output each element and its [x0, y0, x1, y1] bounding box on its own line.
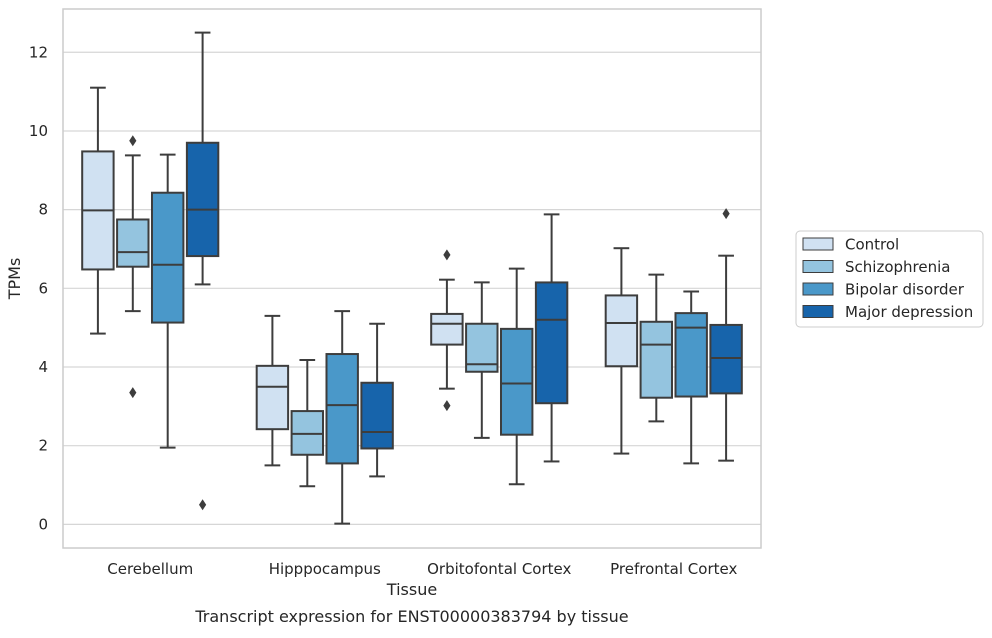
chart-caption: Transcript expression for ENST0000038379… — [194, 607, 628, 626]
interquartile-box — [639, 320, 674, 399]
legend-label: Control — [845, 236, 899, 254]
box-plot-box — [465, 281, 499, 439]
interquartile-box — [360, 381, 394, 450]
y-tick-label: 12 — [29, 43, 48, 61]
legend: Control Schizophrenia Bipolar disorder Majo… — [795, 230, 984, 328]
outlier-point — [129, 135, 137, 147]
boxes-layer — [81, 31, 743, 525]
interquartile-box — [116, 218, 150, 268]
x-axis-label: Tissue — [386, 580, 437, 599]
y-axis-ticks: 0 2 4 6 8 10 12 — [29, 43, 48, 533]
y-tick-label: 10 — [29, 122, 48, 140]
x-tick-label: Hipppocampus — [269, 560, 381, 578]
y-axis-label: TPMs — [5, 258, 24, 301]
box-plot-box — [81, 86, 115, 335]
outlier-point — [443, 249, 451, 261]
y-tick-label: 2 — [38, 437, 48, 455]
box-plot-box — [290, 358, 325, 488]
interquartile-box — [709, 323, 743, 395]
legend-label: Bipolar disorder — [845, 281, 965, 299]
legend-label: Schizophrenia — [845, 258, 950, 276]
outlier-point — [443, 400, 451, 412]
box-plot-box — [674, 290, 708, 465]
legend-swatch — [802, 305, 834, 318]
box-plot-box — [255, 314, 290, 467]
x-tick-label: Cerebellum — [107, 560, 193, 578]
interquartile-box — [499, 327, 534, 436]
interquartile-box — [674, 312, 708, 398]
legend-swatch — [802, 260, 834, 273]
legend-frame — [795, 230, 984, 328]
outlier-point — [199, 499, 207, 511]
interquartile-box — [604, 294, 639, 368]
interquartile-box — [255, 364, 290, 431]
y-tick-label: 6 — [38, 279, 48, 297]
box-plot-box — [325, 310, 359, 525]
box-plot-box — [534, 213, 569, 463]
x-axis-ticks: Cerebellum Hipppocampus Orbitofontal Corte… — [107, 560, 737, 578]
box-plot-box — [709, 208, 743, 462]
legend-swatch — [802, 282, 834, 296]
interquartile-box — [185, 141, 220, 258]
legend-label: Major depression — [845, 303, 973, 321]
interquartile-box — [534, 281, 569, 405]
legend-swatch — [802, 237, 834, 251]
interquartile-box — [430, 312, 464, 346]
x-tick-label: Prefrontal Cortex — [610, 560, 737, 578]
box-plot-box — [360, 322, 394, 478]
box-plot-box — [430, 249, 464, 412]
interquartile-box — [150, 191, 185, 324]
box-plot-box — [639, 273, 674, 423]
plot-area-frame — [62, 8, 762, 549]
box-plot-box — [150, 153, 185, 449]
box-plot-box — [185, 31, 220, 511]
y-tick-label: 4 — [38, 358, 48, 376]
box-plot-box — [604, 247, 639, 455]
interquartile-box — [325, 353, 359, 465]
y-tick-label: 0 — [38, 515, 48, 533]
x-tick-label: Orbitofontal Cortex — [427, 560, 571, 578]
box-plot-box — [116, 135, 150, 399]
box-plot-box — [499, 267, 534, 486]
y-tick-label: 8 — [38, 201, 48, 219]
outlier-point — [722, 208, 730, 220]
outlier-point — [129, 387, 137, 399]
